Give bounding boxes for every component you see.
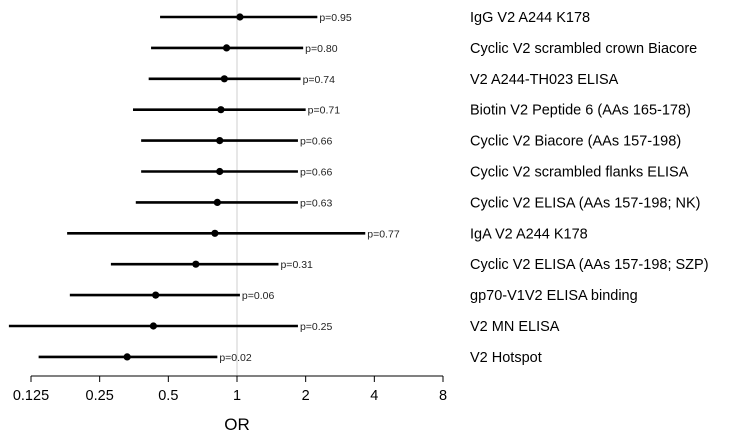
or-point	[216, 167, 224, 176]
or-point	[216, 137, 224, 145]
or-point	[217, 106, 225, 114]
p-value-label: p=0.63	[300, 197, 333, 209]
row-label: V2 Hotspot	[470, 350, 542, 366]
p-value-label: p=0.31	[280, 259, 313, 271]
row-label: Cyclic V2 scrambled crown Biacore	[470, 41, 697, 57]
p-value-label: p=0.66	[300, 136, 333, 148]
p-value-label: p=0.71	[308, 105, 341, 117]
p-value-label: p=0.02	[219, 352, 252, 364]
x-tick-label: 1	[233, 388, 241, 404]
p-value-label: p=0.95	[319, 12, 352, 24]
row-label: Cyclic V2 ELISA (AAs 157-198; SZP)	[470, 257, 709, 273]
or-point	[123, 353, 131, 361]
row-label: Cyclic V2 Biacore (AAs 157-198)	[470, 134, 681, 150]
or-point	[222, 44, 231, 52]
or-point	[192, 260, 200, 268]
row-label: IgG V2 A244 K178	[470, 10, 590, 26]
row-label: V2 MN ELISA	[470, 319, 560, 335]
p-value-label: p=0.06	[242, 290, 275, 302]
x-axis-title: OR	[224, 415, 250, 434]
p-value-label: p=0.80	[305, 43, 338, 55]
row-label: Biotin V2 Peptide 6 (AAs 165-178)	[470, 103, 691, 119]
or-point	[211, 229, 219, 237]
p-value-label: p=0.77	[367, 228, 400, 240]
p-value-label: p=0.25	[300, 321, 333, 333]
or-point	[213, 198, 221, 206]
x-tick-label: 2	[302, 388, 310, 404]
or-point	[149, 322, 157, 330]
x-tick-label: 0.5	[158, 388, 178, 404]
row-label: V2 A244-TH023 ELISA	[470, 72, 619, 88]
p-value-label: p=0.66	[300, 167, 333, 179]
x-tick-label: 4	[370, 388, 378, 404]
row-label: Cyclic V2 scrambled flanks ELISA	[470, 165, 689, 181]
or-point	[236, 13, 244, 21]
x-tick-label: 8	[439, 388, 447, 404]
or-point	[152, 291, 160, 299]
row-label: IgA V2 A244 K178	[470, 226, 588, 242]
x-tick-label: 0.25	[86, 388, 114, 404]
row-label: Cyclic V2 ELISA (AAs 157-198; NK)	[470, 195, 701, 211]
x-tick-label: 0.125	[13, 388, 49, 404]
row-label: gp70-V1V2 ELISA binding	[470, 288, 638, 304]
or-point	[220, 75, 228, 83]
p-value-label: p=0.74	[303, 74, 336, 86]
